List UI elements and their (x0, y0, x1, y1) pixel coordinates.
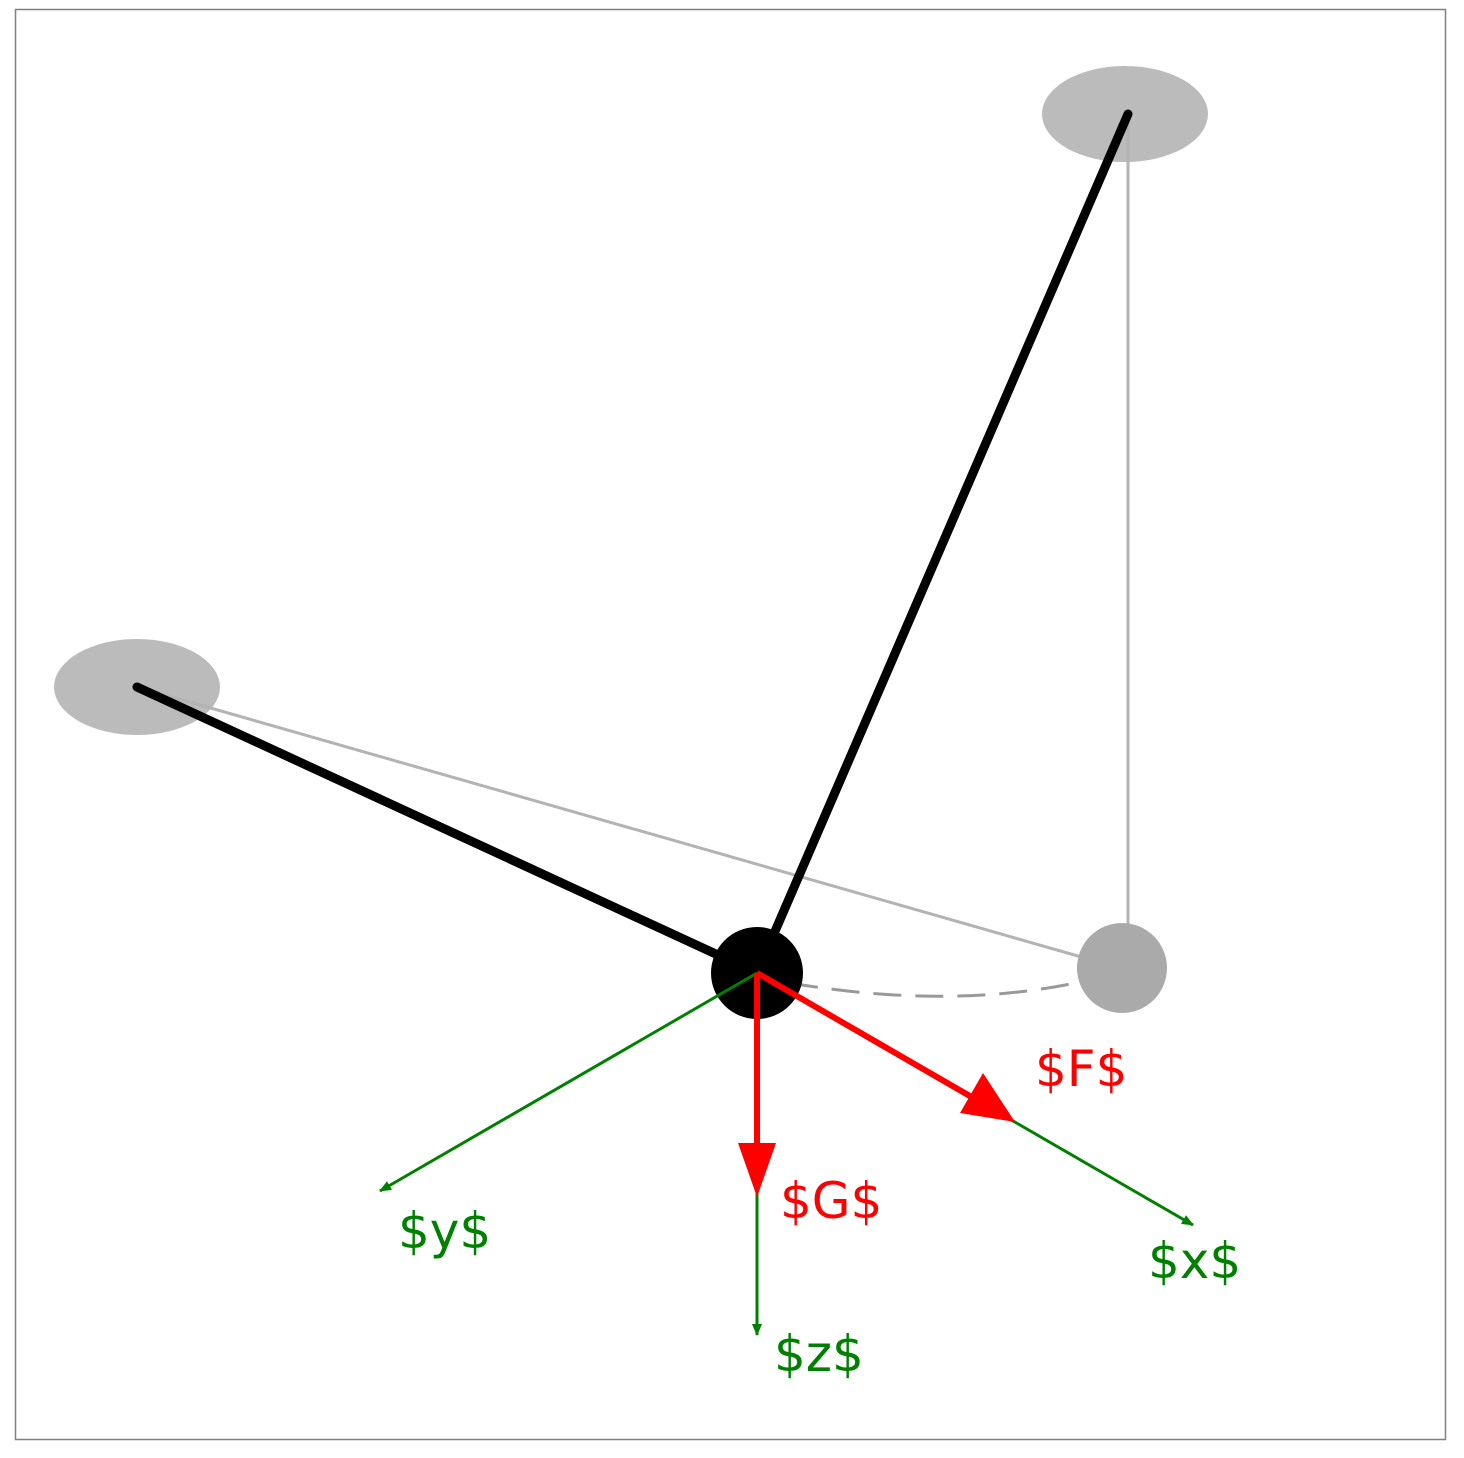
force-f-shaft (757, 973, 975, 1099)
axis-x-label: $x$ (1148, 1232, 1241, 1290)
rope-right (757, 114, 1128, 973)
force-f-label: $F$ (1035, 1040, 1127, 1098)
swing-path (790, 982, 1080, 996)
axis-y-label: $y$ (398, 1202, 491, 1260)
rope-left (137, 687, 757, 973)
axis-z-label: $z$ (774, 1325, 864, 1383)
diagram-frame (16, 10, 1446, 1440)
ghost-rope-left (137, 687, 1120, 968)
ghost-mass (1077, 923, 1167, 1013)
force-g-arrowhead (738, 1143, 776, 1197)
force-g-label: $G$ (780, 1172, 882, 1230)
axis-y-arrow (380, 973, 757, 1191)
